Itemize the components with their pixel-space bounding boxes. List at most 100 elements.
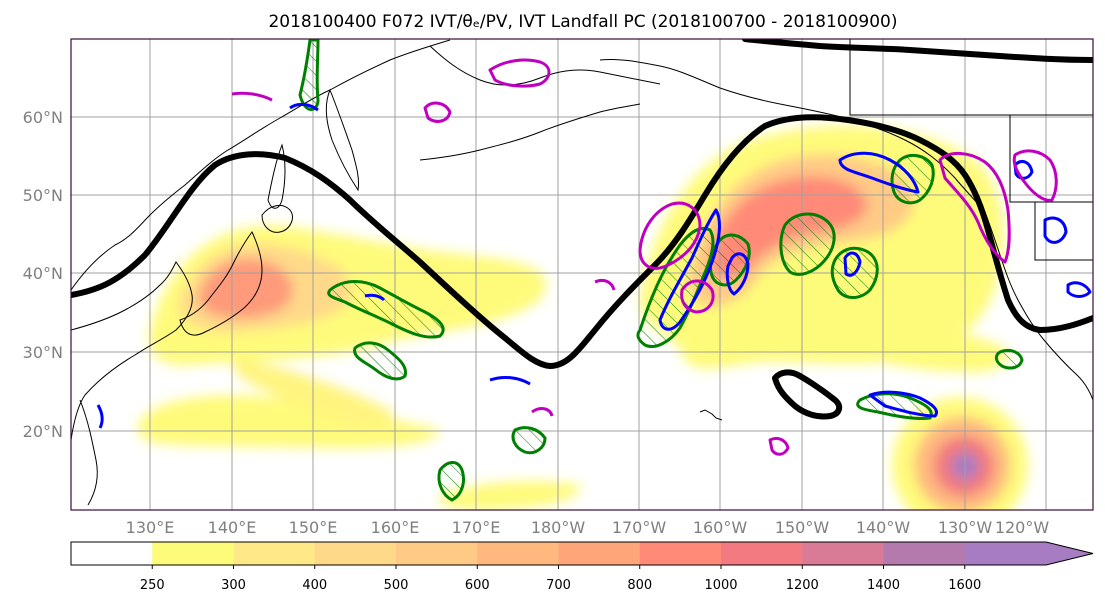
colorbar-segment — [477, 542, 559, 565]
colorbar-tick-label: 250 — [140, 578, 165, 593]
colorbar-tick-label: 700 — [546, 578, 571, 593]
lon-label: 170°W — [612, 518, 667, 537]
pv-blue-kamchatka — [289, 102, 319, 112]
colorbar-tick-label: 300 — [221, 578, 246, 593]
theta-e-cell-center — [779, 212, 836, 276]
coastlines — [71, 39, 1093, 506]
colorbar-segment — [233, 542, 316, 565]
coast-sakhalin — [267, 143, 286, 209]
ivt-subtropical-band — [138, 395, 440, 449]
geopotential-contour — [71, 39, 1093, 420]
pv-magenta-coast — [938, 152, 1011, 264]
coast-alaska — [599, 59, 986, 213]
map-panel — [70, 38, 1094, 511]
colorbar-tick-label: 1600 — [948, 578, 981, 593]
theta-e-cell-west — [327, 280, 445, 339]
lat-label: 20°N — [23, 422, 63, 441]
coast-north-america — [984, 211, 1093, 401]
coast-east-asia — [71, 39, 451, 291]
colorbar-segment — [71, 542, 153, 565]
lon-label: 170°E — [452, 518, 501, 537]
theta-e-cell-subtrop — [437, 461, 466, 502]
coast-aleutians — [419, 103, 641, 161]
ivt-south-patch — [439, 481, 581, 510]
pv-magenta-ar — [638, 201, 702, 270]
coast-bering — [429, 45, 661, 86]
pv-blue-coast-3 — [1066, 281, 1092, 298]
colorbar-tick-label: 800 — [627, 578, 652, 593]
colorbar-segment — [314, 542, 397, 565]
theta-e-cell-alaska — [298, 39, 320, 111]
pv-blue-ar-west — [658, 208, 721, 331]
theta-e-cell-west-small — [353, 341, 408, 381]
colorbar-segment — [152, 542, 234, 565]
colorbar-tick-label: 500 — [384, 578, 409, 593]
pv-magenta-subtropical — [531, 407, 554, 417]
colorbar-segment — [558, 542, 641, 565]
theta-e-cell-coast — [994, 348, 1024, 370]
colorbar-segments — [71, 542, 1093, 569]
pv-blue-coast-1 — [1013, 160, 1034, 180]
lon-label: 130°W — [938, 518, 993, 537]
colorbar-frame — [70, 541, 1094, 566]
coast-kamchatka — [325, 88, 359, 192]
coast-hokkaido — [261, 204, 293, 233]
colorbar-segment — [802, 542, 884, 565]
colorbar-tick-label: 1400 — [867, 578, 900, 593]
coast-korea-china — [71, 261, 193, 441]
lon-label: 160°W — [693, 518, 748, 537]
coast-japan — [179, 231, 263, 336]
ivt-east-lower — [852, 325, 1008, 373]
map-frame — [70, 38, 1094, 511]
pv-blue-north — [838, 151, 920, 194]
lon-label: 130°E — [126, 518, 175, 537]
colorbar-segment — [639, 542, 722, 565]
colorbar-segment — [396, 542, 478, 565]
colorbar-segment — [964, 542, 1047, 565]
colorbar-ticks: 250 300 400 500 600 700 800 1000 1200 14… — [140, 578, 981, 593]
pv-magenta-coast-east — [1012, 149, 1058, 202]
height-contour-cutoff — [772, 369, 843, 420]
lat-label: 50°N — [23, 186, 63, 205]
lon-label: 150°W — [775, 518, 830, 537]
colorbar-tick-label: 600 — [465, 578, 490, 593]
pv-contours-blue — [96, 102, 1092, 429]
pv-blue-south — [868, 390, 938, 418]
coast-hawaii — [699, 409, 723, 421]
pv-magenta-alaska — [488, 58, 551, 88]
lon-label: 120°W — [995, 518, 1050, 537]
coast-canada-border — [849, 39, 1093, 116]
height-contour-north — [742, 39, 1093, 63]
pv-contours-magenta — [231, 58, 1058, 456]
lon-label: 150°E — [289, 518, 338, 537]
lat-label: 40°N — [23, 264, 63, 283]
colorbar: 250 300 400 500 600 700 800 1000 1200 14… — [70, 541, 1094, 593]
coast-philippines — [79, 399, 98, 506]
pv-blue-ar-center — [725, 252, 750, 296]
pv-blue-coast-2 — [1043, 216, 1068, 244]
colorbar-tick-label: 1200 — [786, 578, 819, 593]
height-contour-main — [71, 114, 1093, 369]
pv-blue-subtropical — [489, 375, 531, 386]
latitude-labels: 60°N 50°N 40°N 30°N 20°N — [23, 108, 63, 441]
theta-e-cell-hawaii — [511, 426, 547, 455]
map-title: 2018100400 F072 IVT/θₑ/PV, IVT Landfall … — [268, 12, 897, 32]
pv-magenta-bering — [231, 91, 273, 102]
lon-label: 180°W — [531, 518, 586, 537]
colorbar-tick-label: 400 — [302, 578, 327, 593]
longitude-labels: 130°E 140°E 150°E 160°E 170°E 180°W 170°… — [126, 518, 1050, 537]
lat-label: 30°N — [23, 343, 63, 362]
colorbar-tick-label: 1000 — [704, 578, 737, 593]
lon-label: 140°E — [208, 518, 257, 537]
colorbar-segment — [883, 542, 966, 565]
pv-blue-west — [364, 293, 386, 302]
lon-label: 140°W — [856, 518, 911, 537]
lat-label: 60°N — [23, 108, 63, 127]
coast-state-lines — [1009, 115, 1093, 261]
pv-magenta-kamchatka — [423, 101, 452, 123]
colorbar-extend-arrow — [1046, 542, 1093, 565]
colorbar-segment — [721, 542, 803, 565]
pv-blue-philippines — [96, 404, 104, 429]
pv-blue-center-east — [843, 251, 862, 277]
